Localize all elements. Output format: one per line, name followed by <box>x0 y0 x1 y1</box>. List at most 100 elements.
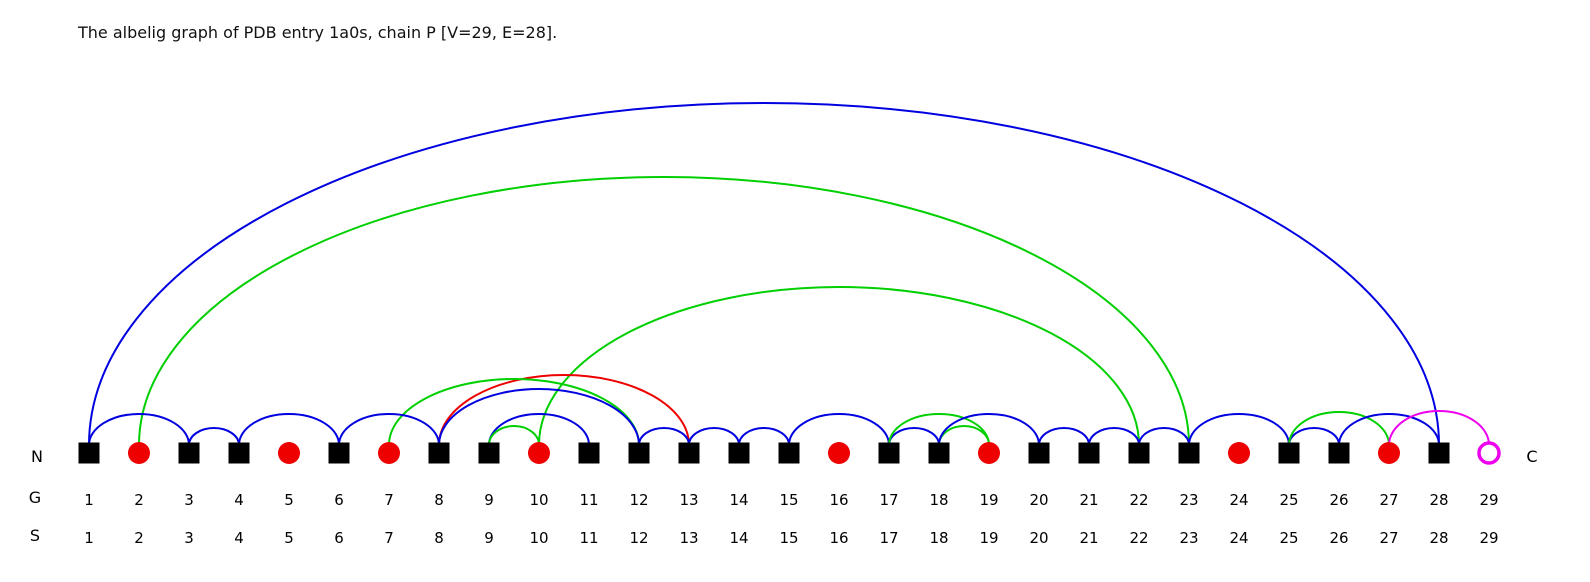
vertex-19-helix-circle <box>978 442 1000 464</box>
s-row-number-16: 16 <box>829 529 848 547</box>
edge-13-14-blue <box>688 427 740 446</box>
s-row-number-22: 22 <box>1129 529 1148 547</box>
edge-12-13-blue <box>638 427 690 446</box>
vertex-18-strand-square <box>928 442 950 464</box>
g-row-label: G <box>29 488 41 507</box>
s-row-number-4: 4 <box>234 529 244 547</box>
vertex-14-strand-square <box>728 442 750 464</box>
s-row-number-8: 8 <box>434 529 444 547</box>
s-row-number-7: 7 <box>384 529 394 547</box>
edge-3-4-blue <box>188 427 240 446</box>
vertex-22-strand-square <box>1128 442 1150 464</box>
c-terminus-label: C <box>1526 447 1537 466</box>
g-row-number-15: 15 <box>779 491 798 509</box>
edge-8-13-red <box>438 374 690 446</box>
g-row-number-14: 14 <box>729 491 748 509</box>
edge-26-28-blue <box>1338 413 1440 446</box>
s-row-number-12: 12 <box>629 529 648 547</box>
vertex-2-helix-circle <box>128 442 150 464</box>
vertex-7-helix-circle <box>378 442 400 464</box>
edge-14-15-blue <box>738 427 790 446</box>
vertex-5-helix-circle <box>278 442 300 464</box>
g-row-number-8: 8 <box>434 491 444 509</box>
s-row-number-11: 11 <box>579 529 598 547</box>
vertex-6-strand-square <box>328 442 350 464</box>
g-row-number-18: 18 <box>929 491 948 509</box>
g-row-number-5: 5 <box>284 491 294 509</box>
vertex-11-strand-square <box>578 442 600 464</box>
edge-25-27-green <box>1288 411 1390 446</box>
s-row-number-21: 21 <box>1079 529 1098 547</box>
vertex-25-strand-square <box>1278 442 1300 464</box>
vertex-16-helix-circle <box>828 442 850 464</box>
s-row-number-15: 15 <box>779 529 798 547</box>
s-row-number-23: 23 <box>1179 529 1198 547</box>
vertex-12-strand-square <box>628 442 650 464</box>
numbers-layer: 1 2 3 4 5 6 7 8 9 10 11 12 13 14 15 16 17 18 19 20 21 22 23 24 2… <box>84 491 1498 547</box>
g-row-number-9: 9 <box>484 491 494 509</box>
vertex-23-strand-square <box>1178 442 1200 464</box>
edge-23-25-blue <box>1188 413 1290 446</box>
vertex-9-strand-square <box>478 442 500 464</box>
s-row-number-18: 18 <box>929 529 948 547</box>
edge-7-12-green <box>388 378 640 446</box>
s-row-number-27: 27 <box>1379 529 1398 547</box>
g-row-number-2: 2 <box>134 491 144 509</box>
vertex-27-helix-circle <box>1378 442 1400 464</box>
edge-2-23-green <box>138 176 1190 446</box>
g-row-number-22: 22 <box>1129 491 1148 509</box>
s-row-number-20: 20 <box>1029 529 1048 547</box>
g-row-number-20: 20 <box>1029 491 1048 509</box>
edge-9-11-blue <box>488 413 590 446</box>
g-row-number-7: 7 <box>384 491 394 509</box>
s-row-number-6: 6 <box>334 529 344 547</box>
vertex-29-ligand-open-circle <box>1477 441 1501 465</box>
edge-25-26-blue <box>1288 427 1340 446</box>
s-row-number-3: 3 <box>184 529 194 547</box>
edge-18-20-blue <box>938 413 1040 446</box>
g-row-number-26: 26 <box>1329 491 1348 509</box>
edges-layer <box>88 102 1490 446</box>
s-row-number-5: 5 <box>284 529 294 547</box>
g-row-number-27: 27 <box>1379 491 1398 509</box>
edge-21-22-blue <box>1088 427 1140 446</box>
edge-1-3-blue <box>88 413 190 446</box>
g-row-number-3: 3 <box>184 491 194 509</box>
edge-6-8-blue <box>338 413 440 446</box>
g-row-number-24: 24 <box>1229 491 1248 509</box>
edge-8-12-blue <box>438 388 640 446</box>
edge-20-21-blue <box>1038 427 1090 446</box>
vertex-3-strand-square <box>178 442 200 464</box>
s-row-number-17: 17 <box>879 529 898 547</box>
vertex-26-strand-square <box>1328 442 1350 464</box>
s-row-number-29: 29 <box>1479 529 1498 547</box>
vertex-8-strand-square <box>428 442 450 464</box>
g-row-number-1: 1 <box>84 491 94 509</box>
g-row-number-11: 11 <box>579 491 598 509</box>
graph-title: The albelig graph of PDB entry 1a0s, cha… <box>78 23 558 42</box>
s-row-number-26: 26 <box>1329 529 1348 547</box>
s-row-number-14: 14 <box>729 529 748 547</box>
vertex-20-strand-square <box>1028 442 1050 464</box>
s-row-number-19: 19 <box>979 529 998 547</box>
vertex-10-helix-circle <box>528 442 550 464</box>
s-row-number-13: 13 <box>679 529 698 547</box>
s-row-number-1: 1 <box>84 529 94 547</box>
vertex-17-strand-square <box>878 442 900 464</box>
n-terminus-label: N <box>31 447 43 466</box>
g-row-number-16: 16 <box>829 491 848 509</box>
edge-22-23-blue <box>1138 427 1190 446</box>
g-row-number-25: 25 <box>1279 491 1298 509</box>
s-row-number-2: 2 <box>134 529 144 547</box>
g-row-number-10: 10 <box>529 491 548 509</box>
g-row-number-19: 19 <box>979 491 998 509</box>
g-row-number-17: 17 <box>879 491 898 509</box>
vertex-28-strand-square <box>1428 442 1450 464</box>
g-row-number-28: 28 <box>1429 491 1448 509</box>
s-row-number-25: 25 <box>1279 529 1298 547</box>
vertex-15-strand-square <box>778 442 800 464</box>
edge-17-19-green <box>888 413 990 446</box>
edge-1-28-blue <box>88 102 1440 446</box>
